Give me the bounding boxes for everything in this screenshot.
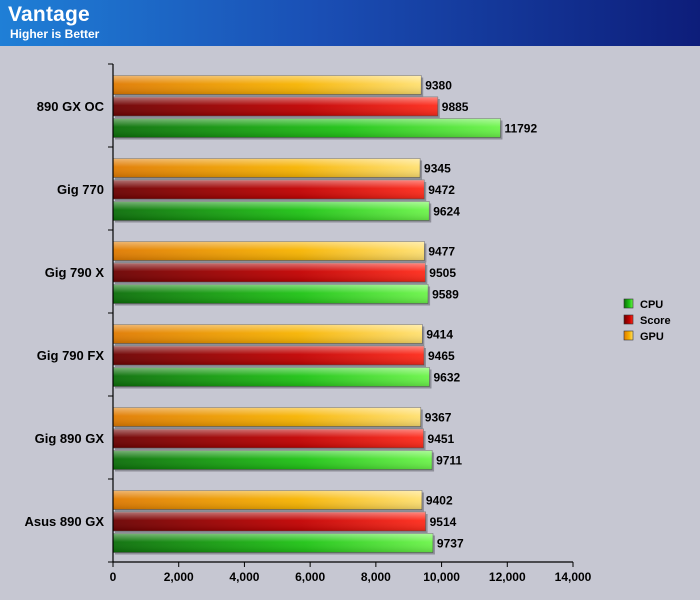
category-label-gig-790-x: Gig 790 X <box>45 265 105 280</box>
category-label-gig-790-fx: Gig 790 FX <box>37 348 105 363</box>
category-label-890-gx-oc: 890 GX OC <box>37 99 105 114</box>
bar-gloss <box>113 490 422 510</box>
bar-gloss <box>113 367 430 387</box>
x-tick-label: 8,000 <box>361 570 391 584</box>
bar-gloss <box>113 512 426 531</box>
bar-gloss <box>113 284 429 304</box>
legend-label-cpu: CPU <box>640 299 663 311</box>
value-label-gpu-gig-890-gx: 9367 <box>425 411 452 425</box>
bar-gloss <box>113 158 421 178</box>
x-tick-label: 12,000 <box>489 570 526 584</box>
value-label-cpu-gig-790-x: 9589 <box>432 288 459 302</box>
value-label-gpu-gig-770: 9345 <box>424 162 451 176</box>
category-label-asus-890-gx: Asus 890 GX <box>25 514 105 529</box>
x-tick-label: 10,000 <box>423 570 460 584</box>
value-label-score-gig-790-x: 9505 <box>429 266 456 280</box>
legend-swatch-score <box>623 314 634 325</box>
value-label-score-asus-890-gx: 9514 <box>430 515 457 529</box>
legend-label-score: Score <box>640 315 671 327</box>
x-tick-label: 0 <box>110 570 117 584</box>
bar-gloss <box>113 263 426 282</box>
value-label-score-890-gx-oc: 9885 <box>442 100 469 114</box>
value-label-gpu-gig-790-fx: 9414 <box>426 328 453 342</box>
bar-gloss <box>113 75 422 95</box>
bar-chart: 890 GX OC 9380 9885 11792 Gig 770 9345 9472 962… <box>25 63 671 584</box>
bar-gloss <box>113 201 430 221</box>
value-label-cpu-890-gx-oc: 11792 <box>504 122 537 136</box>
legend-swatch-cpu <box>623 298 634 309</box>
bar-gloss <box>113 450 433 470</box>
bar-gloss <box>113 118 501 138</box>
value-label-cpu-asus-890-gx: 9737 <box>437 537 464 551</box>
value-label-cpu-gig-770: 9624 <box>433 205 460 219</box>
value-label-gpu-gig-790-x: 9477 <box>428 245 455 259</box>
legend: CPU Score GPU <box>623 298 671 343</box>
bar-gloss <box>113 429 424 448</box>
value-label-score-gig-790-fx: 9465 <box>428 349 455 363</box>
chart-title: Vantage <box>8 3 90 26</box>
bar-gloss <box>113 346 424 365</box>
plot-area <box>113 64 573 562</box>
bars-group: 890 GX OC 9380 9885 11792 Gig 770 9345 9472 962… <box>25 75 537 555</box>
value-label-gpu-890-gx-oc: 9380 <box>425 79 452 93</box>
chart-header: Vantage Higher is Better <box>0 0 700 46</box>
x-tick-label: 14,000 <box>555 570 592 584</box>
bar-gloss <box>113 180 425 199</box>
chart-subtitle: Higher is Better <box>10 27 100 41</box>
bar-gloss <box>113 241 425 261</box>
value-label-cpu-gig-890-gx: 9711 <box>436 454 462 468</box>
bar-gloss <box>113 533 433 553</box>
category-label-gig-770: Gig 770 <box>57 182 104 197</box>
value-label-score-gig-770: 9472 <box>428 183 455 197</box>
legend-label-gpu: GPU <box>640 331 664 343</box>
category-label-gig-890-gx: Gig 890 GX <box>35 431 105 446</box>
bar-gloss <box>113 97 438 116</box>
value-label-score-gig-890-gx: 9451 <box>428 432 455 446</box>
bar-gloss <box>113 407 421 427</box>
value-label-gpu-asus-890-gx: 9402 <box>426 494 453 508</box>
x-axis: 0 2,000 4,000 6,000 8,000 10,000 12,000 14,000 <box>108 63 592 584</box>
x-tick-label: 6,000 <box>295 570 325 584</box>
bar-gloss <box>113 324 423 344</box>
legend-swatch-gpu <box>623 330 634 341</box>
x-tick-label: 2,000 <box>164 570 194 584</box>
x-tick-label: 4,000 <box>229 570 259 584</box>
plot-background <box>113 64 573 562</box>
value-label-cpu-gig-790-fx: 9632 <box>433 371 460 385</box>
